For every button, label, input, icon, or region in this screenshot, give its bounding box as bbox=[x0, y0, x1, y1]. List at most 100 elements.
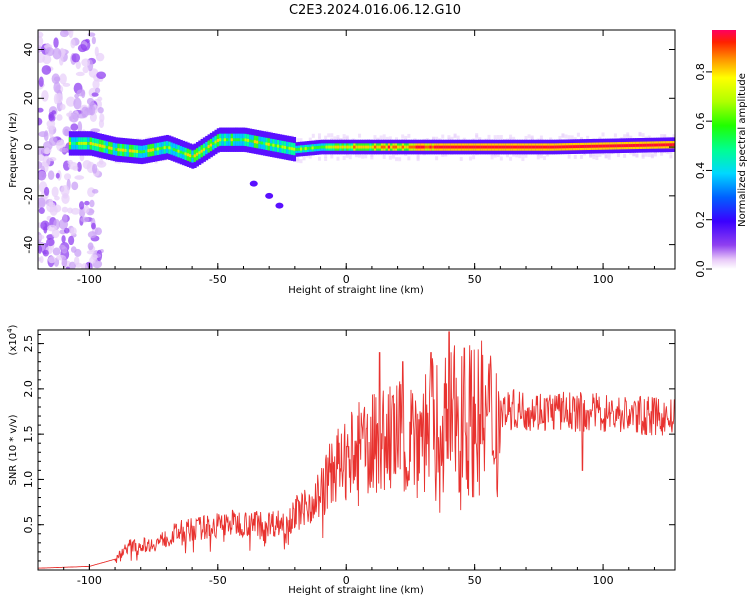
spectrogram-band-cell bbox=[391, 154, 395, 159]
spectrogram-ridge-core bbox=[332, 145, 336, 149]
spectrogram-noise-cell bbox=[38, 107, 44, 113]
spectrogram-ridge-core bbox=[286, 146, 290, 150]
spectrogram-band-cell bbox=[361, 154, 365, 159]
spectrogram-band-cell bbox=[370, 152, 374, 157]
spectrogram-noise-cell bbox=[38, 35, 44, 48]
spectrogram-band-cell bbox=[296, 138, 300, 143]
spectrogram-band-cell bbox=[592, 155, 596, 160]
spectrogram-ridge-core bbox=[133, 149, 137, 153]
spectrogram-band-cell bbox=[512, 152, 516, 157]
spectrogram-ridge-core bbox=[404, 145, 408, 149]
spectrogram-ridge-core bbox=[593, 144, 597, 148]
spectrogram-ridge-core bbox=[235, 138, 239, 142]
spectrogram-band-cell bbox=[644, 152, 648, 157]
spectrogram-y-axis-label: Frequency (Hz) bbox=[8, 112, 19, 188]
spectrogram-ridge-core bbox=[482, 145, 486, 149]
spectrogram-ridge-core bbox=[154, 147, 158, 151]
spectrogram-band-cell bbox=[336, 135, 340, 140]
spectrogram-band-cell bbox=[527, 134, 531, 139]
spectrogram-noise-cell bbox=[66, 112, 72, 117]
spectrogram-ridge-core bbox=[297, 147, 301, 151]
spectrogram-noise-cell bbox=[81, 263, 88, 269]
spectrogram-ridge-core bbox=[170, 147, 174, 151]
snr-series-line bbox=[38, 331, 675, 569]
spectrogram-noise-cell bbox=[51, 110, 57, 115]
spectrogram-ridge-core bbox=[73, 141, 77, 145]
spectrogram-noise-cell bbox=[91, 92, 99, 97]
spectrogram-noise-cell bbox=[61, 246, 68, 254]
spectrogram-band-cell bbox=[469, 156, 473, 161]
spectrogram-ridge-core bbox=[415, 145, 419, 149]
colorbar: 0.0 0.2 0.4 0.6 0.8 Normalized spectral ampl… bbox=[694, 30, 748, 278]
spectrogram-ridge-core bbox=[628, 144, 632, 148]
spectrogram-band-cell bbox=[296, 158, 300, 163]
spectrogram-band-cell bbox=[672, 134, 675, 139]
spectrogram-noise-cell bbox=[91, 189, 99, 194]
spectrogram-band-cell bbox=[382, 154, 386, 159]
spectrogram-noise-cell bbox=[51, 73, 60, 85]
spectrogram-ridge-core bbox=[468, 145, 472, 149]
spectrogram-band-cell bbox=[459, 156, 463, 161]
spectrogram-noise-cell bbox=[73, 97, 82, 110]
spectrogram-band-cell bbox=[626, 132, 630, 137]
spectrogram-ridge-core bbox=[82, 141, 86, 145]
spectrogram-ridge-core bbox=[320, 145, 324, 149]
spectrogram-ridge-core bbox=[547, 145, 551, 149]
spectrogram-ridge-core bbox=[459, 145, 463, 149]
spectrogram-ridge-core bbox=[665, 143, 669, 147]
spectrogram-noise-cell bbox=[48, 156, 57, 162]
spectrogram-noise-cell bbox=[70, 207, 80, 215]
spectrogram-band-cell bbox=[598, 136, 602, 141]
spectrogram-noise-cell bbox=[60, 103, 66, 111]
spectrogram-ridge-core bbox=[508, 145, 512, 149]
spectrogram-band-cell bbox=[626, 134, 630, 139]
spectrogram-band-cell bbox=[567, 135, 571, 140]
spectrogram-ridge-core bbox=[103, 145, 107, 149]
spectrogram-ridge-core bbox=[75, 141, 79, 145]
spectrogram-ridge-core bbox=[378, 145, 382, 149]
spectrogram-ridge-core bbox=[491, 145, 495, 149]
spectrogram-ridge-core bbox=[71, 141, 75, 145]
spectrogram-ridge-core bbox=[621, 144, 625, 148]
spectrogram-band-cell bbox=[499, 135, 503, 140]
spectrogram-noise-cell bbox=[61, 235, 66, 243]
spectrogram-ridge-core bbox=[117, 148, 121, 152]
spectrogram-band-cell bbox=[435, 136, 439, 141]
spectrogram-noise-cell bbox=[63, 173, 72, 181]
spectrogram-noise-cell bbox=[78, 201, 85, 210]
spectrogram-y-tick-label: 0 bbox=[22, 144, 35, 151]
colorbar-tick-label: 0.4 bbox=[694, 162, 707, 180]
spectrogram-band-cell bbox=[388, 136, 392, 141]
spectrogram-band-cell bbox=[586, 135, 590, 140]
spectrogram-ridge-core bbox=[237, 138, 241, 142]
spectrogram-noise-cell bbox=[59, 147, 69, 153]
spectrogram-ridge-core bbox=[637, 143, 641, 147]
spectrogram-noise-cell bbox=[54, 195, 60, 201]
spectrogram-ridge-core bbox=[108, 146, 112, 150]
spectrogram-band-cell bbox=[663, 134, 667, 139]
spectrogram-noise-cell bbox=[38, 31, 44, 39]
spectrogram-noise-cell bbox=[48, 256, 56, 264]
spectrogram-ridge-core bbox=[341, 145, 345, 149]
spectrogram-ridge-core bbox=[260, 141, 264, 145]
spectrogram-ridge-core bbox=[394, 145, 398, 149]
spectrogram-ridge-core bbox=[605, 144, 609, 148]
spectrogram-frame bbox=[37, 29, 676, 270]
spectrogram-ridge-core bbox=[163, 146, 167, 150]
spectrogram-ridge-core bbox=[371, 145, 375, 149]
spectrogram-ridge-core bbox=[540, 145, 544, 149]
snr-ticks: -100 -50 0 50 100 0.5 1.0 1.5 2.0 2.5 bbox=[22, 330, 675, 587]
spectrogram-band-cell bbox=[546, 152, 550, 157]
spectrogram-ridge-core bbox=[623, 144, 627, 148]
spectrogram-noise-cell bbox=[38, 117, 43, 126]
snr-y-axis-label: SNR (10 * v/v) bbox=[8, 414, 19, 485]
snr-y-tick-label: 2.5 bbox=[22, 335, 35, 353]
spectrogram-noise-cell bbox=[41, 65, 52, 75]
spectrogram-band-cell bbox=[549, 137, 553, 142]
spectrogram-ridge-core bbox=[263, 141, 267, 145]
spectrogram-band-cell bbox=[308, 154, 312, 159]
spectrogram-ridge-core bbox=[376, 145, 380, 149]
spectrogram-band-cell bbox=[512, 136, 516, 141]
spectrogram-band-cell bbox=[595, 152, 599, 157]
spectrogram-band-cell bbox=[404, 135, 408, 140]
